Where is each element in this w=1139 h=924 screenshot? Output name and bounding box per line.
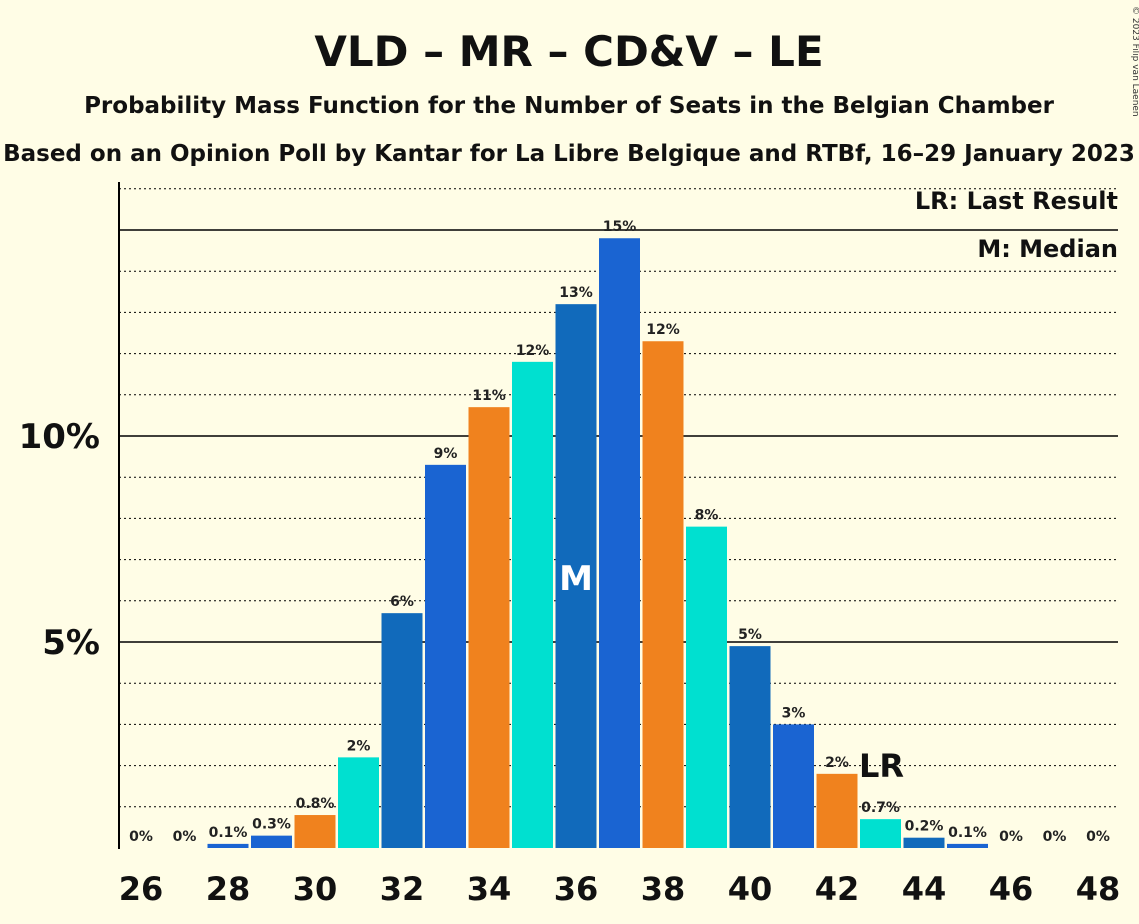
bar-39 [686,526,727,848]
bar-37 [599,238,640,849]
data-label-26: 0% [129,829,153,845]
y-tick-label: 10% [19,417,100,457]
data-label-47: 0% [1043,829,1067,845]
x-tick-label: 40 [728,870,773,908]
data-label-38: 12% [646,322,680,338]
bar-29 [251,835,292,848]
x-axis-ticks: 26 28 30 32 34 36 38 40 42 44 46 48 [119,870,1121,908]
bar-45 [947,843,988,848]
data-label-42: 2% [825,755,849,771]
bar-34 [468,407,510,848]
data-label-33: 9% [434,446,458,462]
bar-38 [642,341,684,848]
chart-source: Based on an Opinion Poll by Kantar for L… [3,141,1135,167]
data-label-48: 0% [1086,829,1110,845]
bar-28 [207,843,249,848]
data-label-40: 5% [738,627,762,643]
data-label-34: 11% [472,388,506,404]
x-tick-label: 30 [293,870,338,908]
x-tick-label: 36 [554,870,599,908]
data-label-44: 0.2% [905,819,944,835]
x-tick-label: 26 [119,870,164,908]
data-label-36: 13% [559,285,593,301]
x-tick-label: 32 [380,870,425,908]
bar-42 [816,773,858,848]
legend-last-result: LR: Last Result [915,187,1118,215]
bar-35 [512,361,553,848]
bar-44 [903,837,945,848]
data-label-32: 6% [390,594,414,610]
bar-31 [338,757,379,848]
data-label-39: 8% [695,508,719,524]
y-tick-label: 5% [42,623,100,663]
gridlines [119,188,1118,808]
x-tick-label: 42 [815,870,860,908]
bars: 0% 0% 0.1%0.3%0.8%2%6%9%11%12%13%15%12%8%5… [129,219,1110,849]
copyright-note: © 2023 Filip van Laenen [1130,6,1139,117]
bar-36 [555,304,597,848]
y-axis-ticks: 5% 10% [19,417,100,663]
data-label-27: 0% [173,829,197,845]
x-tick-label: 28 [206,870,251,908]
x-tick-label: 46 [989,870,1034,908]
data-label-43: 0.7% [861,800,900,816]
last-result-marker: LR [859,747,904,785]
data-label-30: 0.8% [296,796,335,812]
median-marker: M [559,559,593,599]
x-tick-label: 44 [902,870,947,908]
bar-33 [425,464,466,848]
x-tick-label: 38 [641,870,686,908]
data-label-28: 0.1% [209,825,248,841]
bar-30 [294,815,336,848]
bar-40 [729,646,771,848]
data-label-37: 15% [603,219,637,235]
chart-title: VLD – MR – CD&V – LE [314,27,823,76]
data-label-29: 0.3% [252,817,291,833]
x-tick-label: 48 [1076,870,1121,908]
bar-41 [773,724,814,848]
data-label-41: 3% [782,705,806,721]
data-label-46: 0% [999,829,1023,845]
data-label-45: 0.1% [948,825,987,841]
bar-43 [860,819,901,848]
legend-median: M: Median [977,235,1118,263]
chart-subtitle: Probability Mass Function for the Number… [84,93,1055,119]
data-label-35: 12% [516,343,550,359]
x-tick-label: 34 [467,870,512,908]
data-label-31: 2% [347,738,371,754]
bar-32 [381,613,423,848]
